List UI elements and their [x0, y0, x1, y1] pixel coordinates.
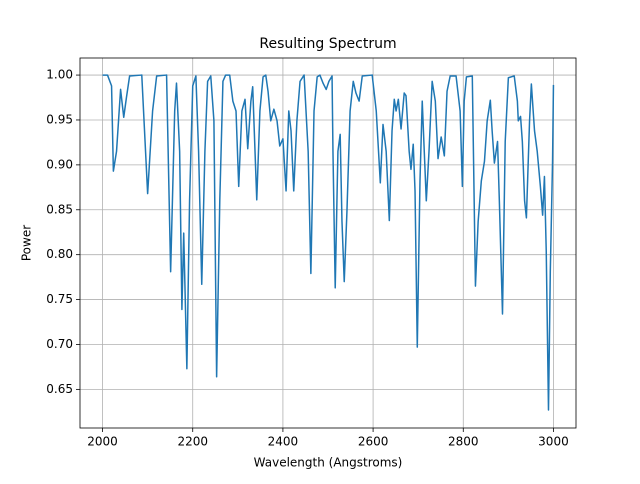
x-tick-label: 2600: [358, 435, 389, 449]
axes-frame: [79, 57, 577, 429]
y-tick-label: 0.85: [46, 202, 73, 216]
data-line: [102, 74, 555, 411]
y-tick-label: 0.80: [46, 247, 73, 261]
y-tick-label: 0.75: [46, 292, 73, 306]
y-axis-label: Power: [20, 225, 34, 261]
y-tick-label: 0.70: [46, 337, 73, 351]
x-tick-label: 2800: [448, 435, 479, 449]
y-tick-label: 0.90: [46, 157, 73, 171]
y-tick-label: 0.65: [46, 382, 73, 396]
x-tick-label: 2200: [177, 435, 208, 449]
chart-title: Resulting Spectrum: [259, 36, 396, 52]
x-tick-label: 2000: [87, 435, 118, 449]
y-tick-label: 1.00: [46, 68, 73, 82]
x-tick-label: 2400: [268, 435, 299, 449]
x-tick-label: 3000: [538, 435, 569, 449]
y-tick-label: 0.95: [46, 112, 73, 126]
x-axis-label: Wavelength (Angstroms): [254, 456, 403, 470]
